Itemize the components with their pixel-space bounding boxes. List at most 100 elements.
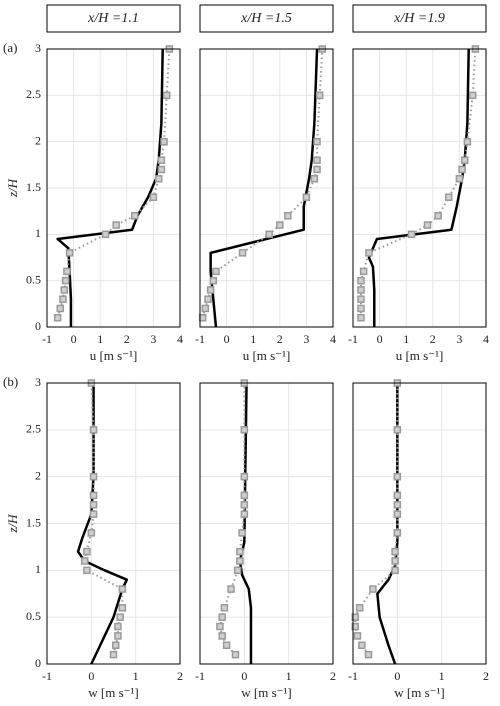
x-tick-label: 3 (150, 332, 156, 346)
x-tick-label: -1 (195, 669, 205, 683)
measurement-marker (59, 295, 67, 303)
x-tick-label: 2 (124, 332, 130, 346)
x-tick-label: 1 (250, 332, 256, 346)
measurement-line (56, 48, 171, 319)
measurement-marker (111, 641, 120, 650)
panel-label: (a) (3, 40, 17, 55)
measurement-marker (407, 230, 416, 239)
model-line (56, 48, 164, 327)
measurement-marker (468, 91, 477, 100)
model-line (209, 48, 319, 328)
measurement-marker (236, 557, 244, 565)
x-tick-label: 1 (97, 332, 103, 346)
x-tick-label: 0 (394, 669, 400, 683)
measurement-marker (364, 650, 373, 659)
measurement-marker (458, 165, 466, 174)
measurement-marker (240, 501, 249, 509)
measurement-marker (355, 604, 364, 612)
x-tick-label: -1 (348, 332, 358, 346)
x-tick-label: 4 (177, 332, 183, 346)
measurement-marker (445, 193, 453, 202)
y-tick-label: 0.5 (26, 609, 41, 623)
measurement-marker (240, 491, 249, 500)
measurement-marker (89, 501, 98, 509)
measurement-marker (212, 267, 220, 276)
measurement-marker (240, 510, 249, 518)
measurement-marker (218, 613, 226, 621)
measurement-marker (109, 650, 118, 659)
measurement-marker (114, 632, 122, 640)
measurement-marker (315, 91, 324, 100)
measurement-marker (240, 472, 249, 481)
column-title: x/H =1.9 (393, 11, 445, 26)
measurement-marker (391, 547, 399, 556)
x-tick-label: 3 (303, 332, 309, 346)
measurement-marker (310, 174, 319, 183)
measurement-marker (114, 622, 122, 631)
measurement-marker (89, 472, 98, 481)
measurement-marker (231, 650, 240, 659)
measurement-marker (393, 472, 402, 481)
measurement-marker (233, 566, 242, 575)
measurement-marker (393, 510, 402, 518)
x-tick-label: 2 (277, 332, 283, 346)
x-tick-label: 3 (456, 332, 462, 346)
measurement-marker (351, 622, 359, 631)
column-title-box (46, 4, 181, 33)
y-tick-label: 2 (35, 468, 41, 482)
measurement-marker (358, 641, 366, 650)
measurement-marker (131, 212, 139, 220)
measurement-marker (357, 304, 365, 313)
y-tick-label: 2.5 (26, 87, 41, 101)
measurement-marker (87, 529, 96, 537)
measurement-marker (393, 501, 402, 509)
measurement-marker (149, 193, 158, 202)
measurement-marker (80, 557, 89, 565)
measurement-marker (83, 566, 91, 575)
measurement-marker (353, 632, 362, 640)
measurement-marker (393, 426, 402, 434)
column-title-box (352, 4, 487, 33)
y-tick-label: 0 (35, 656, 41, 670)
measurement-marker (463, 137, 472, 146)
measurement-marker (351, 613, 359, 621)
measurement-marker (101, 230, 110, 239)
x-tick-label: 1 (403, 332, 409, 346)
measurement-marker (357, 276, 365, 285)
measurement-marker (369, 585, 377, 593)
x-axis-label: w [m s⁻¹] (88, 685, 138, 700)
x-tick-label: 2 (330, 669, 336, 683)
measurement-marker (357, 313, 365, 322)
measurement-marker (455, 174, 464, 183)
x-tick-label: -1 (195, 332, 205, 346)
measurement-marker (198, 313, 207, 322)
measurement-marker (434, 212, 442, 220)
measurement-marker (112, 221, 120, 229)
x-tick-label: 2 (483, 669, 489, 683)
y-tick-label: 2.5 (26, 422, 41, 436)
measurement-marker (393, 529, 402, 537)
measurement-marker (116, 613, 124, 621)
measurement-marker (284, 212, 292, 220)
axes-box (199, 382, 334, 665)
x-tick-label: -1 (348, 669, 358, 683)
measurement-marker (83, 547, 91, 556)
measurement-marker (220, 604, 229, 612)
x-tick-label: 0 (377, 332, 383, 346)
y-tick-label: 2 (35, 133, 41, 147)
measurement-marker (236, 547, 244, 556)
measurement-marker (206, 286, 215, 294)
measurement-marker (359, 267, 368, 276)
y-tick-label: 3 (35, 41, 41, 55)
measurement-marker (357, 295, 365, 303)
measurement-marker (118, 604, 127, 612)
measurement-marker (53, 313, 62, 322)
x-tick-label: 0 (71, 332, 77, 346)
x-tick-label: 4 (330, 332, 336, 346)
measurement-marker (63, 267, 71, 276)
axes-box (352, 48, 487, 328)
measurement-marker (391, 566, 399, 575)
axes-box (46, 382, 181, 665)
measurement-marker (89, 510, 98, 518)
measurement-marker (393, 491, 402, 500)
